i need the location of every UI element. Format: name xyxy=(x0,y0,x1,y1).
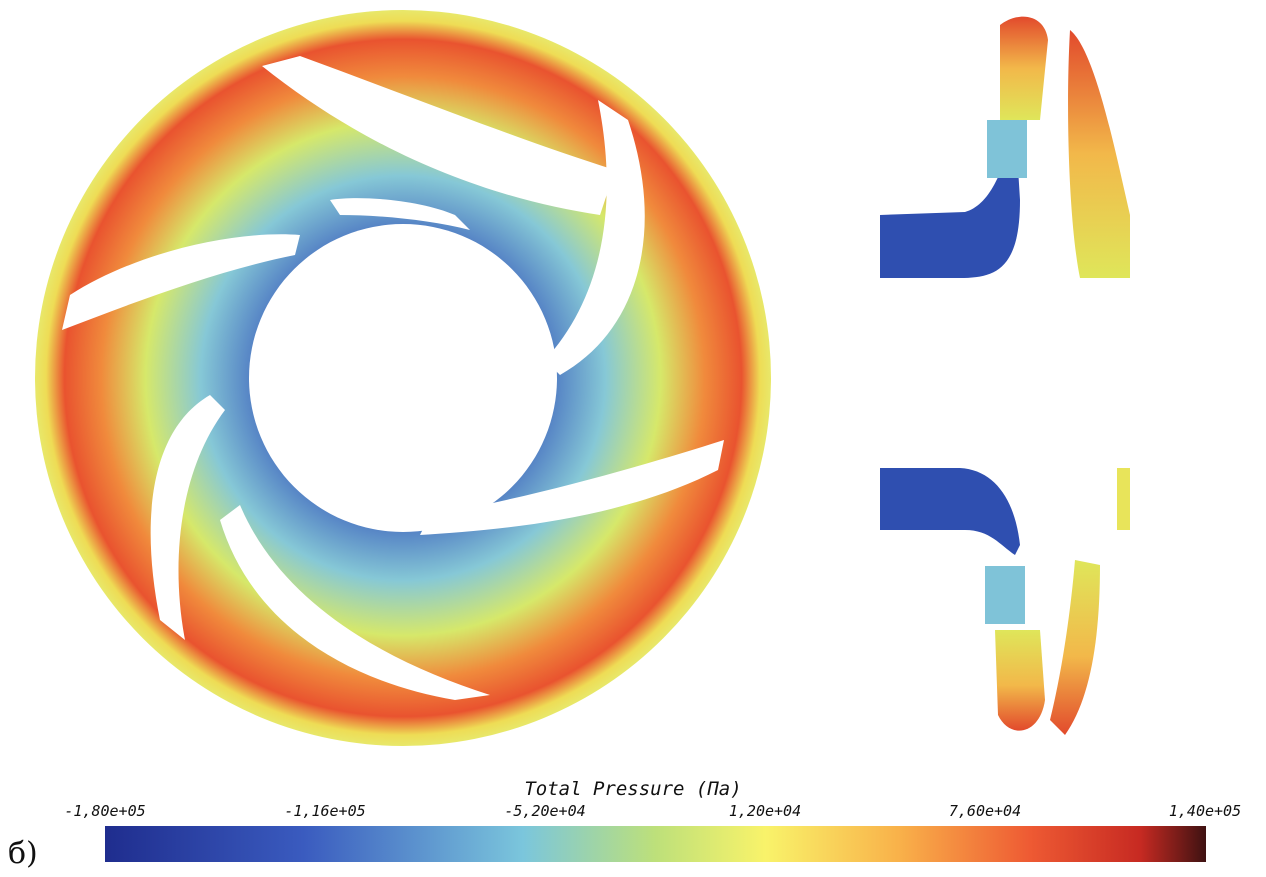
inlet-channel-bottom xyxy=(880,468,1020,555)
shroud-top xyxy=(1068,30,1130,278)
meridional-section-top xyxy=(880,16,1130,278)
blade-passage-top xyxy=(1000,16,1048,120)
colorbar-tick-label: 1,20e+04 xyxy=(728,802,802,820)
shroud-bottom xyxy=(1050,560,1100,735)
colorbar xyxy=(105,826,1206,862)
blade-gap-5 xyxy=(150,395,225,640)
panel-label: б) xyxy=(8,836,38,871)
blade-gap-6 xyxy=(62,234,300,330)
blade-mid-top xyxy=(987,120,1027,178)
blade-gap-3 xyxy=(420,440,724,535)
colorbar-tick-label: -5,20e+04 xyxy=(504,802,586,820)
inlet-channel-top xyxy=(880,120,1020,278)
colorbar-tick-label: 1,40e+05 xyxy=(1168,802,1242,820)
colorbar-tick-label: -1,16e+05 xyxy=(284,802,366,820)
blade-gap-4 xyxy=(220,505,490,700)
shroud-strip-bottom xyxy=(1117,468,1130,530)
impeller-contour xyxy=(35,10,771,746)
colorbar-tick-label: -1,80e+05 xyxy=(64,802,146,820)
blade-mid-bottom xyxy=(985,566,1025,624)
blade-gap-1 xyxy=(262,56,615,215)
blade-gap-7 xyxy=(330,198,470,230)
blade-gap-2 xyxy=(545,100,645,375)
meridional-section-bottom xyxy=(880,468,1130,735)
blade-passage-bottom xyxy=(995,630,1045,731)
colorbar-title: Total Pressure (Па) xyxy=(524,778,742,800)
impeller-hub-hole xyxy=(249,224,557,532)
colorbar-tick-label: 7,60e+04 xyxy=(948,802,1022,820)
